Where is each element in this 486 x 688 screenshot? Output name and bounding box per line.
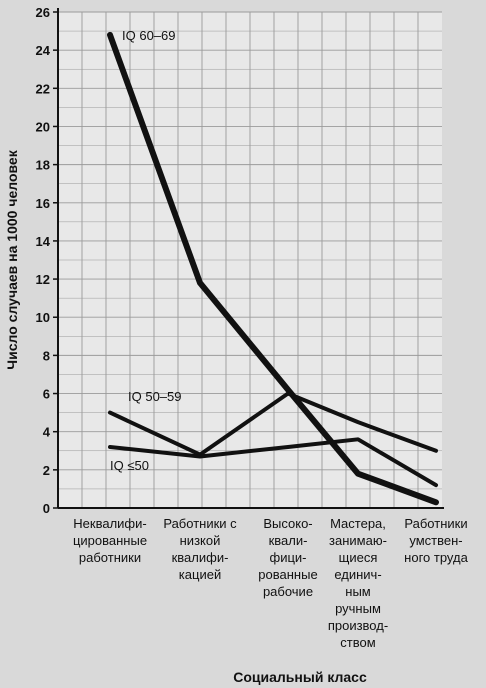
x-category-label: Работники умствен-ного труда (404, 516, 468, 565)
y-tick-label: 0 (43, 501, 50, 516)
series-line-3 (108, 437, 438, 488)
x-axis-title: Социальный класс (233, 669, 367, 685)
y-tick-label: 14 (36, 234, 51, 249)
y-tick-label: 6 (43, 387, 50, 402)
y-tick-label: 18 (36, 158, 50, 173)
x-category-label: Высоко-квали-фици-рованные рабочие (258, 516, 317, 599)
y-tick-label: 26 (36, 5, 50, 20)
y-axis-title: Число случаев на 1000 человек (4, 149, 20, 369)
series-line-1 (107, 31, 439, 506)
series-line-2 (108, 391, 438, 457)
grid (58, 11, 442, 509)
y-tick-label: 4 (43, 425, 51, 440)
series-labels: IQ 60–69 IQ 50–59 IQ ≤50 (110, 28, 182, 473)
series-label-2: IQ 50–59 (128, 389, 182, 404)
series-label-1: IQ 60–69 (122, 28, 176, 43)
y-tick-label: 20 (36, 119, 50, 134)
x-category-label: Неквалифи-цированные работники (73, 516, 147, 565)
y-tick-label: 16 (36, 196, 50, 211)
x-category-label: Мастера, занимаю-щиеся единич-ным ручным про… (328, 516, 388, 650)
y-tick-label: 2 (43, 463, 50, 478)
y-tick-label: 22 (36, 81, 50, 96)
series-label-3: IQ ≤50 (110, 458, 149, 473)
axes (57, 8, 444, 509)
x-category-labels: Неквалифи-цированные работники Работники с… (73, 516, 469, 650)
y-tick-label: 12 (36, 272, 50, 287)
y-tick-label: 10 (36, 310, 50, 325)
series-group (107, 31, 439, 506)
y-tick-label: 24 (36, 43, 51, 58)
x-category-label: Работники с низкой квалифи-кацией (163, 516, 237, 582)
y-tick-label: 8 (43, 348, 50, 363)
